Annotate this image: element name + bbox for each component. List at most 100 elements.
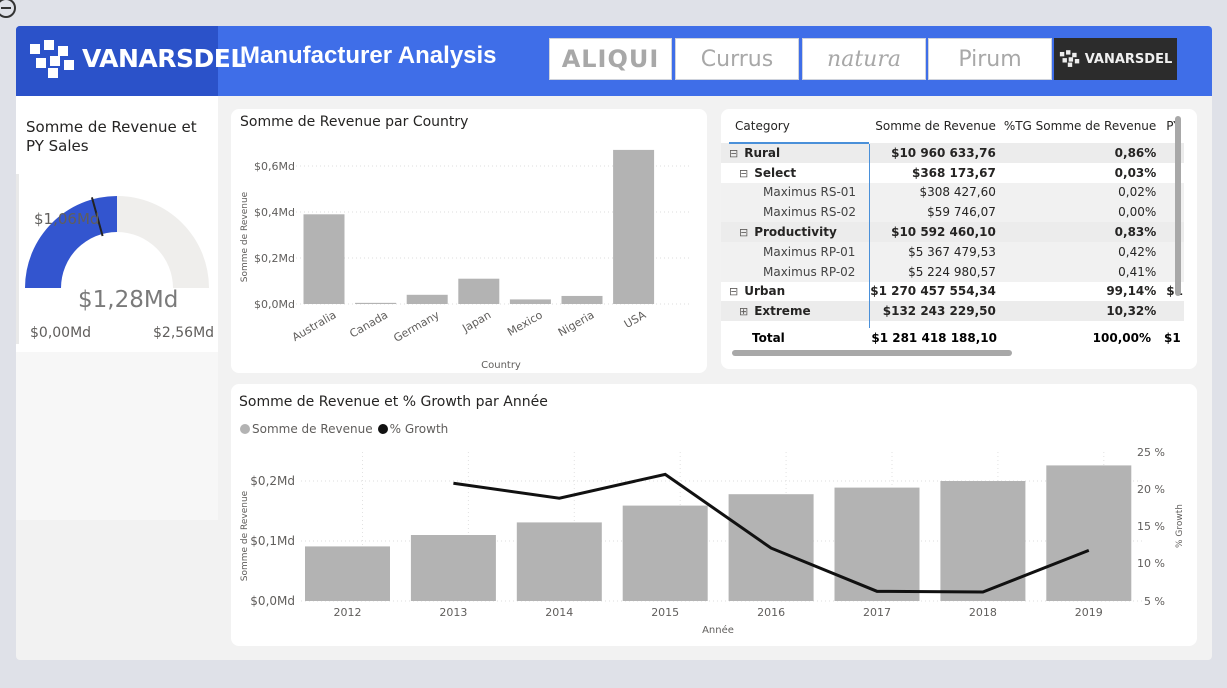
year-chart-card[interactable]: Somme de Revenue et % Growth par Année S… <box>231 384 1197 646</box>
revenue-bar[interactable] <box>1046 465 1132 601</box>
revenue-cell: $10 960 633,76 <box>891 145 996 160</box>
x-axis-label: Année <box>702 624 734 636</box>
brand-label: Pirum <box>958 46 1022 72</box>
x-tick-label: 2013 <box>439 606 467 619</box>
logo-text: VANARSDEL <box>82 44 246 73</box>
gauge-title: Somme de Revenue et PY Sales <box>26 118 197 155</box>
empty-panel <box>16 352 218 520</box>
legend-dot-icon <box>377 424 388 434</box>
collapse-icon[interactable]: ⊟ <box>729 146 739 160</box>
revenue-cell: $5 224 980,57 <box>908 264 996 279</box>
revenue-bar[interactable] <box>305 546 390 601</box>
growth-series-line <box>453 472 1090 594</box>
matrix-row[interactable]: ⊟ Productivity $10 592 460,10 0,83% <box>721 222 1184 242</box>
pct-cell: 0,02% <box>1118 185 1157 200</box>
y-tick-label: $0,2Md <box>250 474 295 488</box>
x-tick-label: Germany <box>391 308 442 345</box>
matrix-row[interactable]: Maximus RP-02 $5 224 980,57 0,41% <box>721 261 1184 282</box>
revenue-bar[interactable] <box>940 481 1026 601</box>
matrix-row[interactable]: ⊞ Extreme $132 243 229,50 10,32% <box>721 301 1184 322</box>
brand-tile-natura[interactable]: natura <box>802 38 926 80</box>
country-bar[interactable] <box>303 214 345 304</box>
x-tick-label: Japan <box>459 308 493 335</box>
x-axis-label: Country <box>481 360 521 371</box>
country-bar[interactable] <box>613 149 655 304</box>
collapse-icon[interactable]: ⊟ <box>739 166 749 180</box>
brand-tile-vanarsdel[interactable]: VANARSDEL <box>1054 38 1177 80</box>
total-extra: $1 <box>1164 331 1181 345</box>
horizontal-scrollbar[interactable] <box>732 350 1012 356</box>
brand-tile-pirum[interactable]: Pirum <box>928 38 1052 80</box>
collapse-icon[interactable]: ⊟ <box>739 226 749 240</box>
country-bar[interactable] <box>458 278 500 304</box>
y2-axis-label: % Growth <box>1175 504 1185 548</box>
gauge-min-label: $0,00Md <box>30 325 92 341</box>
revenue-bar[interactable] <box>622 505 708 601</box>
x-tick-label: Mexico <box>505 308 545 339</box>
logo: VANARSDEL <box>16 26 246 96</box>
total-pct: 100,00% <box>1092 331 1151 345</box>
vanarsdel-logo-icon <box>30 40 74 78</box>
x-tick-label: 2015 <box>651 606 679 619</box>
pct-cell: 0,42% <box>1118 244 1157 259</box>
y-axis-label: Somme de Revenue <box>240 490 250 581</box>
x-tick-label: 2014 <box>545 606 573 619</box>
header-underline <box>729 142 869 144</box>
revenue-cell: $10 592 460,10 <box>891 225 996 240</box>
row-label: Maximus RS-01 <box>763 185 857 200</box>
row-label-cell: ⊟ Productivity <box>721 222 860 242</box>
revenue-bar[interactable] <box>516 522 602 601</box>
y-tick-label: $0,2Md <box>254 252 295 265</box>
country-chart-card[interactable]: Somme de Revenue par Country $0,6Md $0,4… <box>231 109 707 373</box>
y-tick-label: $0,0Md <box>254 298 295 311</box>
collapse-icon[interactable]: ⊟ <box>729 285 739 299</box>
matrix-row[interactable]: ⊟ Rural $10 960 633,76 0,86% <box>721 143 1184 163</box>
gauge-card[interactable]: Somme de Revenue et PY Sales $1,06Md $1,… <box>16 96 218 352</box>
matrix-row[interactable]: Maximus RP-01 $5 367 479,53 0,42% <box>721 241 1184 262</box>
x-tick-label: 2012 <box>334 606 362 619</box>
minus-circle-icon[interactable] <box>0 0 18 20</box>
revenue-cell: $368 173,67 <box>911 165 996 180</box>
matrix-row[interactable]: ⊟ Select $368 173,67 0,03% <box>721 162 1184 183</box>
country-bar[interactable] <box>406 294 448 304</box>
column-header[interactable]: %TG Somme de Revenue <box>1003 119 1157 133</box>
vertical-scrollbar[interactable] <box>1175 116 1181 296</box>
legend-dot-icon <box>240 424 250 434</box>
revenue-cell: $59 746,07 <box>927 205 996 220</box>
y2-tick-label: 20 % <box>1137 483 1165 496</box>
pct-cell: 0,03% <box>1114 165 1157 180</box>
revenue-cell: $5 367 479,53 <box>908 244 996 259</box>
country-bar[interactable] <box>561 295 603 304</box>
row-label: Extreme <box>754 304 811 319</box>
report-canvas: VANARSDEL Manufacturer Analysis ALIQUI C… <box>16 26 1212 660</box>
revenue-bar[interactable] <box>410 535 496 601</box>
pct-cell: 0,41% <box>1118 264 1157 279</box>
matrix-viewport: Category Somme de Revenue %TG Somme de R… <box>721 109 1184 359</box>
vanarsdel-logo-icon <box>1059 50 1079 67</box>
row-label: Productivity <box>754 225 837 240</box>
brand-label: Currus <box>700 46 774 72</box>
y2-tick-label: 25 % <box>1137 446 1165 459</box>
column-header[interactable]: Somme de Revenue <box>875 119 996 133</box>
category-matrix-card[interactable]: Category Somme de Revenue %TG Somme de R… <box>721 109 1197 369</box>
country-bar[interactable] <box>509 299 551 304</box>
gauge-fill <box>25 196 117 288</box>
legend-label: % Growth <box>389 422 449 436</box>
x-tick-label: Nigeria <box>556 308 597 339</box>
brand-label: ALIQUI <box>561 45 660 73</box>
pct-cell: 0,83% <box>1114 225 1157 240</box>
brand-tile-aliqui[interactable]: ALIQUI <box>549 38 672 80</box>
row-label-cell: ⊞ Extreme <box>721 301 860 321</box>
revenue-bar[interactable] <box>834 487 920 601</box>
gauge-target-label: $1,06Md <box>34 210 100 228</box>
gauge-value-label: $1,28Md <box>78 287 179 313</box>
row-label-cell: Maximus RS-02 <box>721 202 860 222</box>
matrix-row[interactable]: Maximus RS-01 $308 427,60 0,02% <box>721 182 1184 203</box>
matrix-row[interactable]: Maximus RS-02 $59 746,07 0,00% <box>721 202 1184 223</box>
country-bar[interactable] <box>355 302 397 304</box>
expand-icon[interactable]: ⊞ <box>739 305 749 319</box>
brand-tile-currus[interactable]: Currus <box>675 38 799 80</box>
y2-tick-label: 10 % <box>1137 557 1165 570</box>
column-header[interactable]: Category <box>735 119 790 133</box>
